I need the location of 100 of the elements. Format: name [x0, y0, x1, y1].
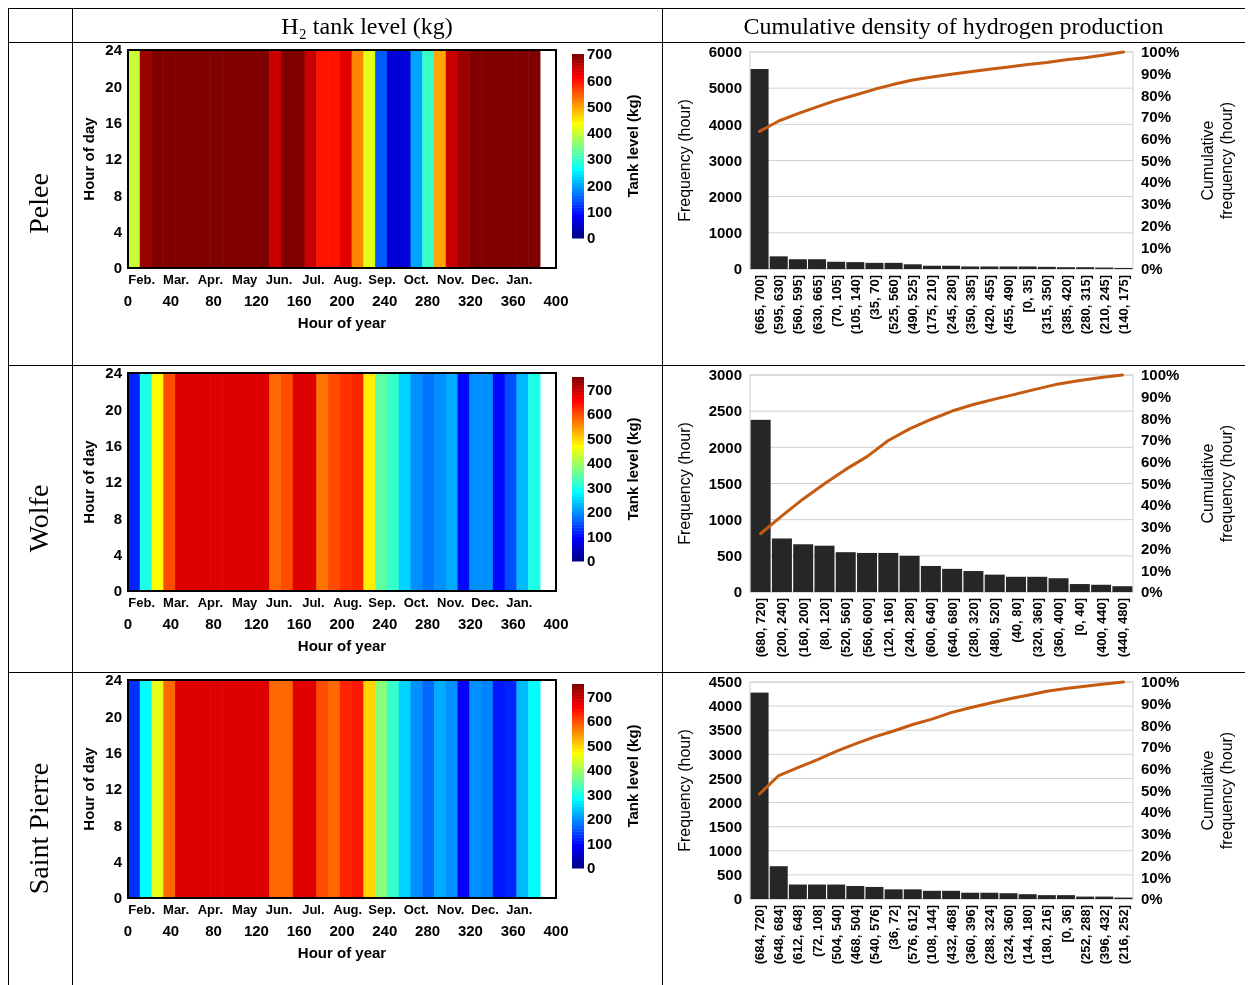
x-tick-label: (180, 216] — [1039, 905, 1055, 965]
x-tick-label: 160 — [286, 922, 312, 939]
y2-tick-label: 10% — [1141, 868, 1172, 886]
x-axis-title: Hour of year — [297, 944, 387, 961]
x-tick-label: 200 — [329, 615, 355, 632]
x-tick-label: (600, 640] — [923, 598, 939, 658]
y-axis-title: Frequency (hour) — [676, 422, 693, 545]
x-tick-label: 240 — [372, 292, 398, 309]
y-tick-label: 2000 — [708, 793, 742, 811]
x-tick-label: (396, 432] — [1096, 905, 1112, 965]
x-tick-label: 360 — [500, 292, 526, 309]
x-tick-label: 320 — [457, 615, 483, 632]
x-tick-label: (216, 252] — [1115, 905, 1131, 965]
x-tick-label: (595, 630] — [771, 275, 787, 335]
y2-tick-label: 40% — [1141, 496, 1172, 514]
x-tick-label: 40 — [162, 615, 180, 632]
y2-tick-label: 0% — [1141, 890, 1163, 908]
text: May — [232, 902, 259, 917]
text: Aug. — [333, 272, 363, 287]
y-tick-label: 6000 — [708, 43, 742, 61]
text: Aug. — [333, 595, 363, 610]
x-tick-label: 400 — [543, 292, 569, 309]
color-bar-label: 0 — [587, 859, 596, 877]
y-tick-label: 2500 — [708, 769, 742, 787]
text: Feb. — [128, 595, 156, 610]
y-tick-label: 16 — [105, 743, 122, 761]
x-tick-label: 80 — [205, 615, 222, 632]
y-tick-label: 4 — [113, 545, 123, 563]
y2-tick-label: 80% — [1141, 716, 1172, 734]
text: Dec. — [471, 595, 499, 610]
text: Jan. — [506, 272, 533, 287]
y-tick-label: 20 — [105, 400, 122, 418]
color-bar-label: 400 — [587, 124, 613, 142]
y-axis-title: Hour of day — [80, 116, 97, 201]
x-tick-label: 80 — [205, 292, 222, 309]
x-tick-label: 240 — [372, 922, 398, 939]
color-bar-label: 300 — [587, 478, 613, 496]
x-tick-label: (440, 480] — [1114, 598, 1130, 658]
color-bar-label: 600 — [587, 712, 613, 730]
y2-tick-label: 30% — [1141, 825, 1172, 843]
color-bar-label: 400 — [587, 761, 613, 779]
x-tick-label: (280, 315] — [1077, 275, 1093, 335]
y-tick-label: 0 — [113, 582, 122, 600]
y2-tick-label: 80% — [1141, 409, 1172, 427]
x-tick-label: (72, 108] — [809, 905, 825, 958]
y2-axis-title: Cumulative frequency (hour) — [1199, 731, 1236, 850]
y-tick-label: 500 — [716, 866, 742, 884]
x-tick-label: (280, 320] — [965, 598, 981, 658]
x-tick-label: 360 — [500, 922, 526, 939]
y-tick-label: 1000 — [708, 224, 742, 242]
x-tick-label: (200, 240] — [774, 598, 790, 658]
x-tick-label: (560, 595] — [790, 275, 806, 335]
y-tick-label: 24 — [105, 364, 123, 382]
x-tick-label: (36, 72] — [886, 905, 902, 950]
text: Sep. — [368, 595, 396, 610]
color-bar-label: 600 — [587, 405, 613, 423]
color-bar-title: Tank level (kg) — [624, 724, 641, 828]
y-tick-label: 12 — [105, 473, 122, 491]
x-tick-label: 120 — [243, 922, 269, 939]
y-tick-label: 12 — [105, 780, 122, 798]
y-tick-label: 4500 — [708, 673, 742, 691]
y-tick-label: 16 — [105, 436, 122, 454]
y2-tick-label: 100% — [1141, 43, 1180, 61]
y-tick-label: 2000 — [708, 438, 742, 456]
y-axis-title: Hour of day — [80, 746, 97, 831]
x-tick-label: 240 — [372, 615, 398, 632]
y-tick-label: 12 — [105, 150, 122, 168]
x-tick-label: (240, 280] — [902, 598, 918, 658]
y-tick-label: 4 — [113, 222, 123, 240]
text: Jul. — [302, 595, 325, 610]
y-tick-label: 500 — [716, 547, 742, 565]
x-tick-label: 160 — [286, 615, 312, 632]
x-tick-label: (360, 400] — [1051, 598, 1067, 658]
x-tick-label: (80, 120] — [817, 598, 833, 651]
y-tick-label: 0 — [733, 583, 742, 601]
x-tick-label: (680, 720] — [753, 598, 769, 658]
color-bar-title: Tank level (kg) — [624, 417, 641, 521]
color-bar-label: 700 — [587, 45, 613, 63]
text: Mar. — [163, 595, 190, 610]
color-bar-label: 400 — [587, 454, 613, 472]
x-tick-label: 360 — [500, 615, 526, 632]
color-bar-label: 600 — [587, 71, 613, 89]
y-tick-label: 4000 — [708, 115, 742, 133]
y2-axis-title: Cumulative frequency (hour) — [1199, 424, 1236, 543]
x-tick-label: (70, 105] — [828, 275, 844, 328]
x-tick-label: (350, 385] — [962, 275, 978, 335]
text: Dec. — [471, 272, 499, 287]
y-tick-label: 3000 — [708, 151, 742, 169]
x-tick-label: (612, 648] — [790, 905, 806, 965]
y-tick-label: 20 — [105, 707, 122, 725]
y2-tick-label: 70% — [1141, 738, 1172, 756]
x-tick-label: (252, 288] — [1077, 905, 1093, 965]
text: Apr. — [197, 902, 224, 917]
x-tick-label: (210, 245] — [1096, 275, 1112, 335]
y-tick-label: 16 — [105, 113, 122, 131]
text: Jan. — [506, 902, 533, 917]
x-tick-label: 400 — [543, 615, 569, 632]
text: Nov. — [437, 272, 465, 287]
y2-tick-label: 50% — [1141, 151, 1172, 169]
text: Dec. — [471, 902, 499, 917]
